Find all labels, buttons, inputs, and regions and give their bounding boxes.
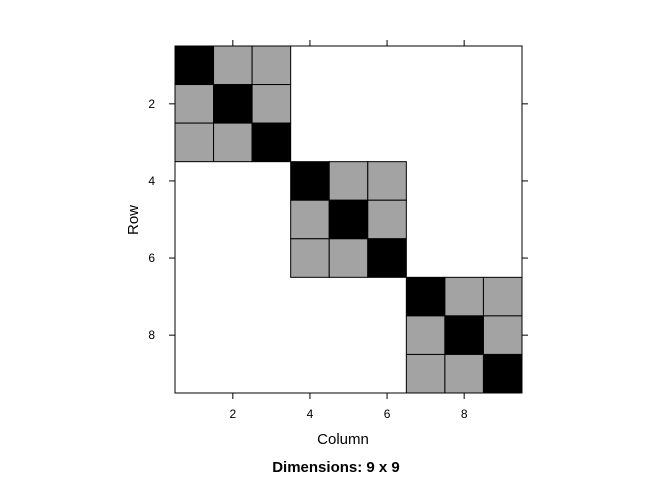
matrix-cell-r3-c2	[213, 122, 253, 163]
x-tick-label-6: 6	[384, 407, 391, 421]
matrix-cell-r1-c3	[251, 45, 292, 86]
matrix-cell-r2-c2	[213, 84, 253, 124]
y-tick-label-8: 8	[148, 328, 155, 342]
matrix-cell-r5-c5	[328, 199, 369, 240]
y-tick-label-4: 4	[148, 174, 155, 188]
matrix-cell-r3-c1	[174, 122, 215, 163]
y-axis-title: Row	[125, 205, 142, 235]
matrix-cell-r8-c8	[444, 315, 484, 355]
chart-subtitle: Dimensions: 9 x 9	[272, 459, 400, 476]
x-tick-label-8: 8	[461, 407, 468, 421]
x-axis-title: Column	[317, 431, 369, 448]
matrix-cell-r4-c6	[367, 161, 407, 201]
matrix-cell-r9-c9	[482, 353, 523, 394]
matrix-cell-r2-c1	[174, 84, 215, 124]
x-tick-label-4: 4	[307, 407, 314, 421]
matrix-cell-r1-c1	[174, 45, 215, 86]
matrix-cell-r7-c9	[482, 276, 523, 317]
matrix-cell-r1-c2	[213, 45, 253, 86]
matrix-cell-r5-c6	[367, 199, 407, 240]
matrix-cell-r6-c6	[367, 238, 407, 278]
matrix-cell-r9-c7	[405, 353, 446, 394]
matrix-cell-r9-c8	[444, 353, 484, 394]
y-tick-label-6: 6	[148, 251, 155, 265]
matrix-cell-r6-c4	[290, 238, 330, 278]
matrix-cell-r7-c8	[444, 276, 484, 317]
x-tick-label-2: 2	[229, 407, 236, 421]
y-tick-label-2: 2	[148, 97, 155, 111]
plot-panel-frame	[174, 45, 523, 394]
matrix-cell-r2-c3	[251, 84, 292, 124]
matrix-cell-r6-c5	[328, 238, 369, 278]
matrix-cell-r8-c9	[482, 315, 523, 355]
matrix-cells	[174, 45, 523, 394]
matrix-cell-r4-c4	[290, 161, 330, 201]
matrix-cell-r7-c7	[405, 276, 446, 317]
axis-ticks: 2 4 6 8 2 4 6 8	[148, 40, 528, 421]
matrix-cell-r8-c7	[405, 315, 446, 355]
matrix-cell-r3-c3	[251, 122, 292, 163]
matrix-cell-r4-c5	[328, 161, 369, 201]
matrix-cell-r5-c4	[290, 199, 330, 240]
